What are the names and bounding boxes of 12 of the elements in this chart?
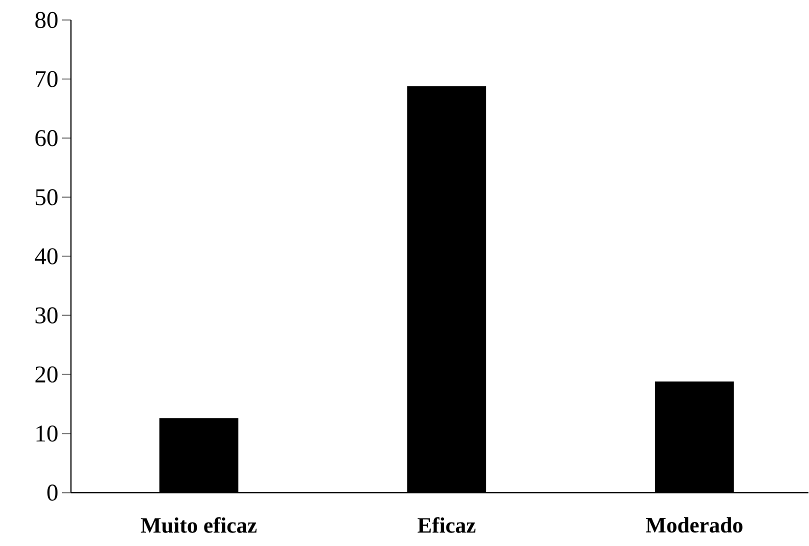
y-tick-label: 80 <box>35 12 58 28</box>
y-tick-label: 10 <box>36 426 58 442</box>
x-tick-label: Eficaz <box>418 517 476 534</box>
y-tick-label: 20 <box>36 366 58 383</box>
y-tick-label: 70 <box>36 71 58 88</box>
y-tick-label: 0 <box>47 484 58 501</box>
y-tick-label: 50 <box>36 189 58 206</box>
x-tick-label: Moderado <box>646 517 742 533</box>
y-tick-label: 40 <box>34 248 58 265</box>
y-tick-label: 60 <box>35 130 58 146</box>
y-tick-label: 30 <box>36 307 58 324</box>
x-tick-label: Muito eficaz <box>140 517 257 534</box>
